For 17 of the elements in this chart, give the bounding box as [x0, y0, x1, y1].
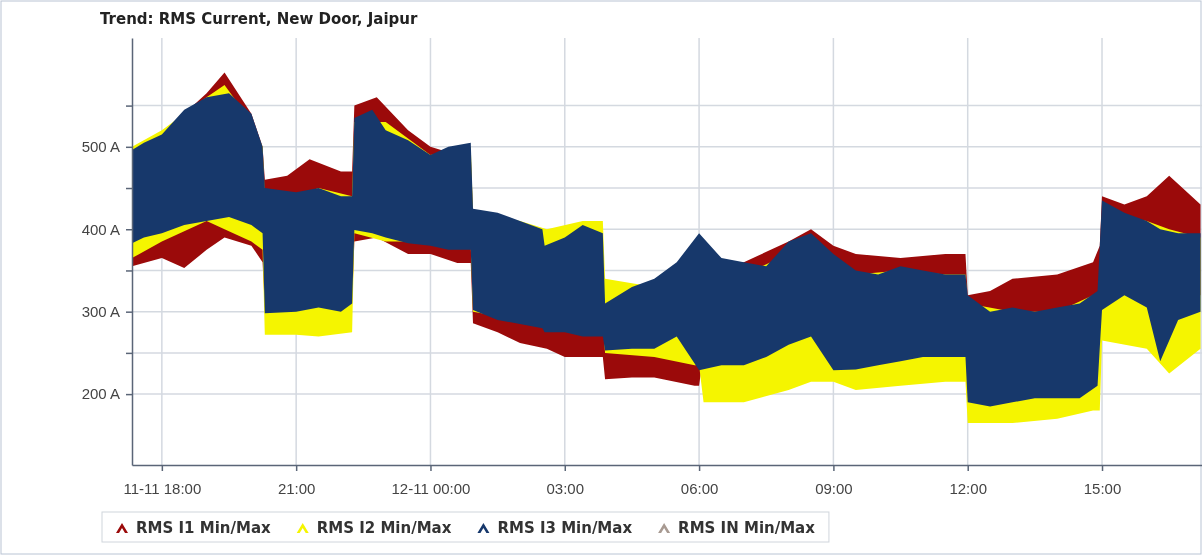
x-tick-label: 15:00: [1083, 479, 1122, 497]
x-tick-label: 21:00: [277, 479, 316, 497]
x-tick-label: 06:00: [680, 479, 719, 497]
legend-label: RMS IN Min/Max: [678, 519, 816, 537]
legend-label: RMS I3 Min/Max: [497, 519, 633, 537]
legend-label: RMS I1 Min/Max: [136, 519, 272, 537]
x-tick-label: 09:00: [815, 479, 853, 497]
y-tick-label: 300 A: [81, 302, 120, 320]
x-tick-label: 03:00: [546, 479, 585, 497]
chart-title: Trend: RMS Current, New Door, Jaipur: [100, 10, 418, 28]
x-tick-label: 12-11 00:00: [391, 479, 471, 497]
y-tick-label: 500 A: [81, 138, 120, 156]
y-tick-label: 200 A: [81, 385, 120, 403]
legend-label: RMS I2 Min/Max: [316, 519, 452, 537]
x-tick-label: 12:00: [949, 479, 987, 497]
y-tick-label: 400 A: [81, 220, 120, 238]
x-tick-label: 11-11 18:00: [123, 479, 202, 497]
